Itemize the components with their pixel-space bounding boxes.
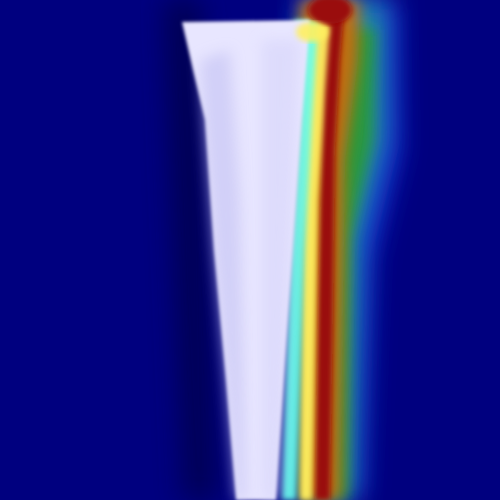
pale-inner-shade xyxy=(200,50,246,500)
top-highlight xyxy=(308,0,352,24)
top-highlight-yellow xyxy=(296,22,328,42)
pale-inner-shade-right xyxy=(262,40,300,500)
cyan-edge xyxy=(282,20,318,500)
shadow-band xyxy=(165,0,215,500)
